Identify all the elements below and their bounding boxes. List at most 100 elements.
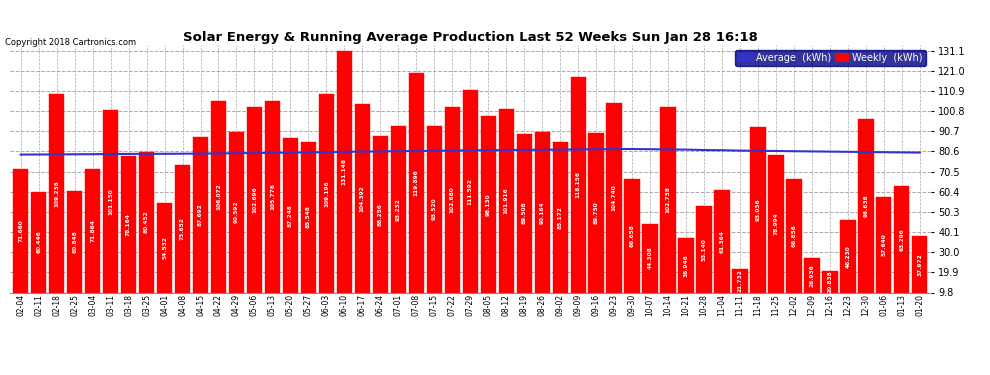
Text: 87.248: 87.248 — [288, 204, 293, 227]
Bar — [337, 51, 352, 292]
Bar — [696, 206, 712, 292]
Text: 20.838: 20.838 — [828, 270, 833, 293]
Bar — [31, 192, 47, 292]
Text: 60.446: 60.446 — [37, 231, 42, 254]
Bar — [660, 107, 676, 292]
Text: 111.592: 111.592 — [467, 178, 473, 204]
Text: 90.592: 90.592 — [234, 201, 239, 223]
Bar — [876, 197, 891, 292]
Text: 109.196: 109.196 — [324, 180, 329, 207]
Bar — [570, 76, 586, 292]
Bar — [211, 100, 226, 292]
Text: 104.740: 104.740 — [612, 184, 617, 211]
Bar — [733, 269, 747, 292]
Text: 57.640: 57.640 — [881, 234, 886, 256]
Text: 73.652: 73.652 — [180, 217, 185, 240]
Bar — [715, 190, 730, 292]
Text: 60.848: 60.848 — [72, 230, 77, 253]
Text: 66.658: 66.658 — [630, 224, 635, 247]
Text: 85.172: 85.172 — [557, 206, 562, 229]
Text: 102.680: 102.680 — [449, 187, 454, 213]
Bar — [85, 169, 100, 292]
Text: 106.072: 106.072 — [216, 183, 221, 210]
Bar — [588, 133, 604, 292]
Text: 87.692: 87.692 — [198, 204, 203, 226]
Bar — [264, 101, 280, 292]
Text: 89.508: 89.508 — [522, 202, 527, 224]
Bar — [750, 127, 765, 292]
Text: 90.164: 90.164 — [540, 201, 545, 224]
Bar — [103, 111, 118, 292]
Bar — [552, 142, 568, 292]
Text: 104.392: 104.392 — [359, 185, 365, 211]
Text: 105.776: 105.776 — [270, 183, 275, 210]
Text: 102.696: 102.696 — [252, 187, 257, 213]
Text: 66.856: 66.856 — [791, 224, 796, 247]
Text: 71.660: 71.660 — [18, 219, 23, 242]
Bar — [643, 224, 657, 292]
Text: 98.130: 98.130 — [486, 193, 491, 216]
Bar — [175, 165, 190, 292]
Text: 85.548: 85.548 — [306, 206, 311, 228]
Text: 21.732: 21.732 — [738, 269, 742, 292]
Text: 131.148: 131.148 — [342, 158, 346, 185]
Bar — [823, 270, 838, 292]
Text: 89.750: 89.750 — [594, 201, 599, 224]
Text: 63.296: 63.296 — [899, 228, 904, 251]
Text: 53.140: 53.140 — [702, 238, 707, 261]
Text: 88.256: 88.256 — [378, 203, 383, 226]
Bar — [13, 169, 29, 292]
Bar — [301, 141, 316, 292]
Text: 101.150: 101.150 — [108, 188, 113, 215]
Text: 36.946: 36.946 — [683, 254, 688, 277]
Title: Solar Energy & Running Average Production Last 52 Weeks Sun Jan 28 16:18: Solar Energy & Running Average Productio… — [183, 31, 757, 44]
Bar — [678, 238, 694, 292]
Bar — [625, 179, 640, 292]
Bar — [535, 132, 549, 292]
Bar — [462, 90, 478, 292]
Bar — [409, 73, 424, 292]
Text: 101.916: 101.916 — [504, 188, 509, 214]
Bar — [50, 94, 64, 292]
Bar — [372, 136, 388, 292]
Text: 119.896: 119.896 — [414, 170, 419, 196]
Bar — [445, 107, 460, 292]
Bar — [499, 109, 514, 292]
Legend: Average  (kWh), Weekly  (kWh): Average (kWh), Weekly (kWh) — [736, 50, 926, 66]
Bar — [804, 258, 820, 292]
Text: 93.520: 93.520 — [432, 198, 437, 220]
Text: Copyright 2018 Cartronics.com: Copyright 2018 Cartronics.com — [5, 38, 136, 47]
Text: 54.532: 54.532 — [162, 237, 167, 260]
Bar — [354, 104, 370, 292]
Bar — [768, 154, 784, 292]
Bar — [427, 126, 442, 292]
Bar — [319, 94, 334, 292]
Text: 37.972: 37.972 — [918, 253, 923, 276]
Text: 96.638: 96.638 — [863, 195, 868, 217]
Text: 93.036: 93.036 — [755, 198, 760, 221]
Text: 46.230: 46.230 — [845, 245, 850, 268]
Bar — [156, 203, 172, 292]
Bar — [121, 156, 137, 292]
Bar — [841, 220, 855, 292]
Bar — [67, 191, 82, 292]
Text: 118.156: 118.156 — [575, 171, 581, 198]
Bar — [283, 138, 298, 292]
Bar — [247, 107, 262, 292]
Text: 61.364: 61.364 — [720, 230, 725, 252]
Bar — [894, 186, 910, 292]
Text: 80.452: 80.452 — [145, 211, 149, 234]
Bar — [517, 134, 532, 292]
Bar — [229, 132, 245, 292]
Text: 26.936: 26.936 — [810, 264, 815, 287]
Bar — [912, 236, 928, 292]
Bar — [480, 117, 496, 292]
Bar — [858, 120, 873, 292]
Bar — [139, 152, 154, 292]
Bar — [193, 137, 208, 292]
Text: 44.308: 44.308 — [647, 247, 652, 270]
Text: 93.232: 93.232 — [396, 198, 401, 221]
Text: 102.738: 102.738 — [665, 186, 670, 213]
Text: 109.236: 109.236 — [54, 180, 59, 207]
Bar — [607, 103, 622, 292]
